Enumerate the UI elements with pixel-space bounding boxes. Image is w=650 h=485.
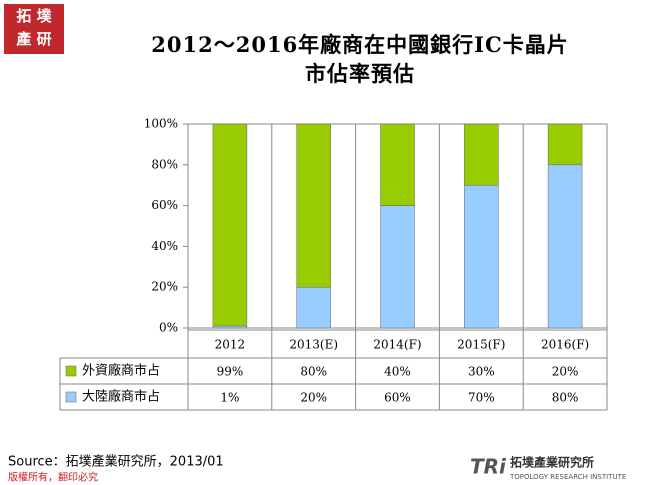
y-tick-label: 60% — [151, 198, 178, 212]
value-label: 30% — [468, 365, 495, 379]
x-tick-label: 2013(E) — [289, 338, 338, 352]
value-label: 1% — [220, 391, 239, 405]
value-label: 80% — [300, 365, 327, 379]
legend-label: 大陸廠商市占 — [82, 389, 160, 405]
footer: 版權所有，翻印必究 — [8, 471, 98, 484]
x-tick-label: 2012 — [215, 338, 246, 352]
bar — [380, 205, 415, 329]
legend-swatch — [65, 365, 77, 377]
brand-english: TOPOLOGY RESEARCH INSTITUTE — [509, 473, 626, 481]
brand-mark: TRi — [470, 455, 507, 479]
x-tick-label: 2014(F) — [373, 338, 421, 352]
y-tick-label: 100% — [144, 117, 178, 131]
value-label: 80% — [552, 391, 579, 405]
y-tick-label: 20% — [151, 280, 178, 294]
y-tick-label: 80% — [151, 157, 178, 171]
bar — [296, 286, 331, 329]
source: Source：拓墣產業研究所，2013/01 — [8, 454, 224, 470]
bar — [296, 123, 331, 288]
logo-text: 拓 墣 — [16, 7, 51, 25]
bar — [464, 123, 499, 186]
bar — [547, 164, 583, 329]
bar — [380, 123, 415, 206]
value-label: 20% — [300, 391, 327, 405]
y-tick-label: 40% — [151, 239, 178, 253]
bar — [212, 123, 248, 327]
logo-box — [4, 4, 64, 54]
x-tick-label: 2016(F) — [541, 338, 589, 352]
legend-swatch — [65, 391, 77, 403]
bar — [212, 325, 248, 329]
value-label: 20% — [552, 365, 579, 379]
bar — [464, 184, 499, 329]
legend-label: 外資廠商市占 — [82, 363, 160, 379]
value-label: 70% — [468, 391, 495, 405]
x-tick-label: 2015(F) — [457, 338, 505, 352]
value-label: 60% — [384, 391, 411, 405]
logo-text: 產 研 — [15, 30, 51, 48]
value-label: 40% — [384, 365, 411, 379]
chart-title: 2012～2016年廠商在中國銀行IC卡晶片市佔率預估 — [151, 32, 569, 86]
value-label: 99% — [217, 365, 244, 379]
y-tick-label: 0% — [159, 321, 178, 335]
bar — [547, 123, 583, 166]
brand-name: 拓墣產業研究所 — [510, 455, 594, 470]
